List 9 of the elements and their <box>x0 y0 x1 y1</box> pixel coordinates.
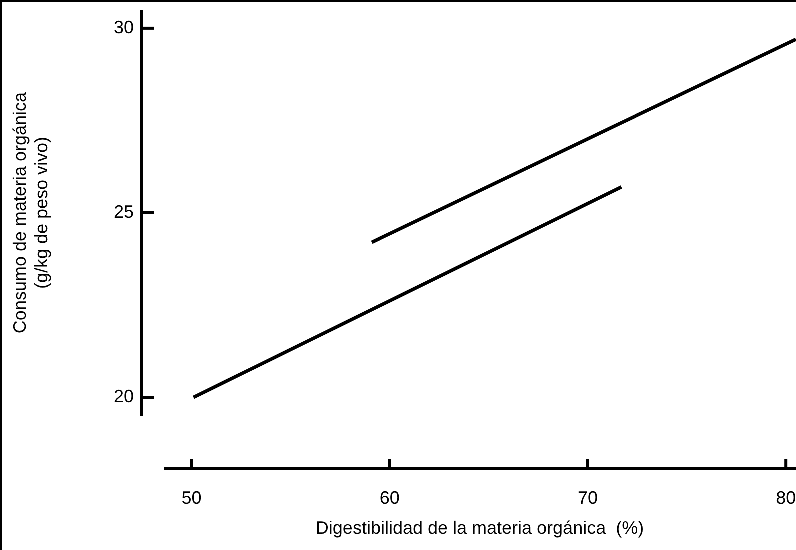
x-tick-label: 70 <box>578 488 598 508</box>
y-axis-title: Consumo de materia orgánica (g/kg de peso vivo) <box>10 91 52 334</box>
x-tick-label: 50 <box>182 488 202 508</box>
x-tick-label: 60 <box>380 488 400 508</box>
y-tick-label: 20 <box>114 386 134 407</box>
x-tick-label: 80 <box>776 488 796 508</box>
y-tick-label: 30 <box>114 17 134 38</box>
y-tick-label: 25 <box>114 202 134 222</box>
x-axis-title: Digestibilidad de la materia orgánica (%) <box>316 518 644 538</box>
